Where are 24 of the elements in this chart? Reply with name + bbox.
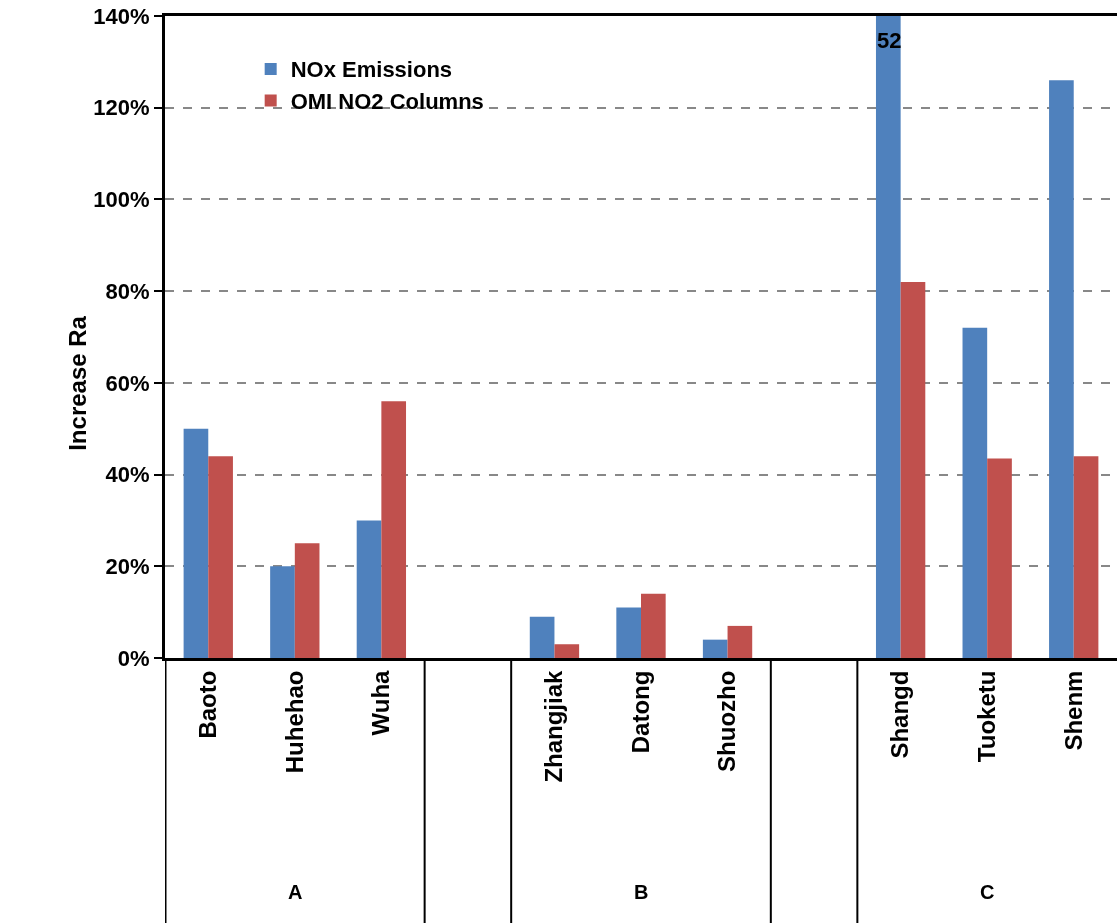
- x-tick-label: Shangd: [886, 670, 914, 759]
- x-tick-label: Baoto: [194, 670, 222, 739]
- x-tick-label: Tuoketu: [972, 670, 1000, 763]
- annotation: 52: [877, 28, 902, 53]
- y-tick-label: 100%: [93, 187, 150, 213]
- text: B: [634, 881, 649, 903]
- y-tick-label: 80%: [105, 278, 150, 304]
- x-tick-label: Zhangjiak: [540, 669, 568, 783]
- y-tick-label: 120%: [93, 95, 150, 121]
- text: A: [288, 881, 303, 903]
- text: C: [980, 881, 995, 903]
- y-axis-title: Increase Ra: [64, 315, 92, 451]
- y-tick-label: 40%: [105, 462, 150, 488]
- x-tick-label: Wuha: [367, 669, 395, 736]
- y-tick-label: 20%: [105, 553, 150, 579]
- y-tick-label: 140%: [93, 3, 150, 29]
- legend-label: NOx Emissions: [290, 57, 453, 83]
- y-tick-label: 0%: [117, 645, 150, 671]
- y-tick-label: 60%: [105, 370, 150, 396]
- x-tick-label: Shenm: [1059, 670, 1087, 751]
- x-tick-label: Huhehao: [280, 670, 308, 774]
- x-tick-label: Shuozho: [713, 670, 741, 772]
- x-tick-label: Datong: [626, 670, 654, 754]
- legend-label: OMI NO2 Columns: [290, 89, 484, 115]
